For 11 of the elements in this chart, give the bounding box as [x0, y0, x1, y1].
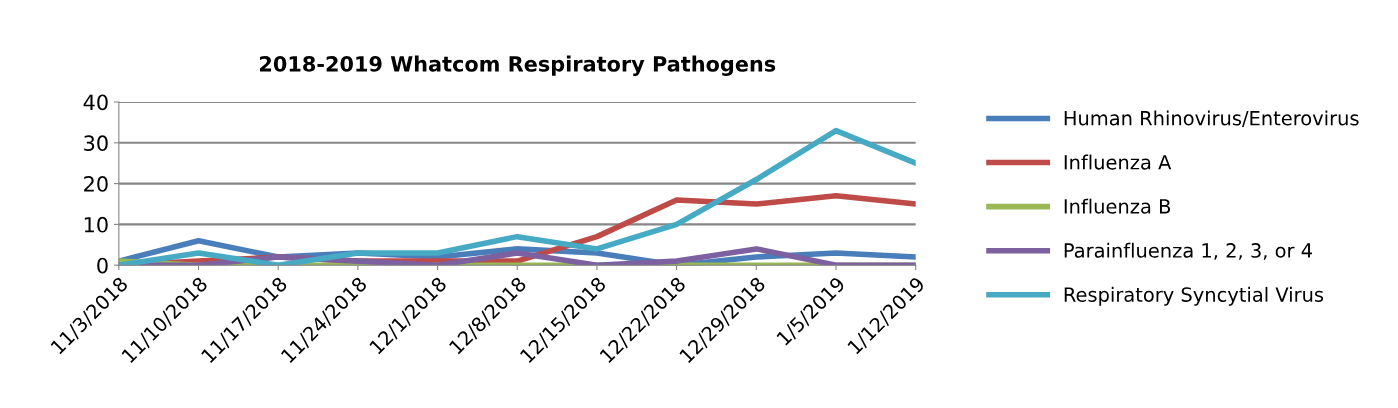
legend-label: Influenza B — [1064, 198, 1171, 214]
y-tick-label: 10 — [84, 216, 108, 233]
legend-label: Parainfluenza 1, 2, 3, or 4 — [1064, 242, 1312, 260]
chart-title: 2018-2019 Whatcom Respiratory Pathogens — [260, 55, 776, 76]
y-tick-label: 0 — [97, 257, 108, 274]
y-tick-label: 30 — [84, 135, 108, 152]
y-tick-label: 40 — [83, 94, 108, 111]
legend-label: Respiratory Syncytial Virus — [1064, 286, 1324, 306]
y-tick-label: 20 — [84, 176, 108, 192]
legend-label: Human Rhinovirus/Enterovirus — [1064, 110, 1359, 128]
legend-label: Influenza A — [1064, 154, 1172, 170]
